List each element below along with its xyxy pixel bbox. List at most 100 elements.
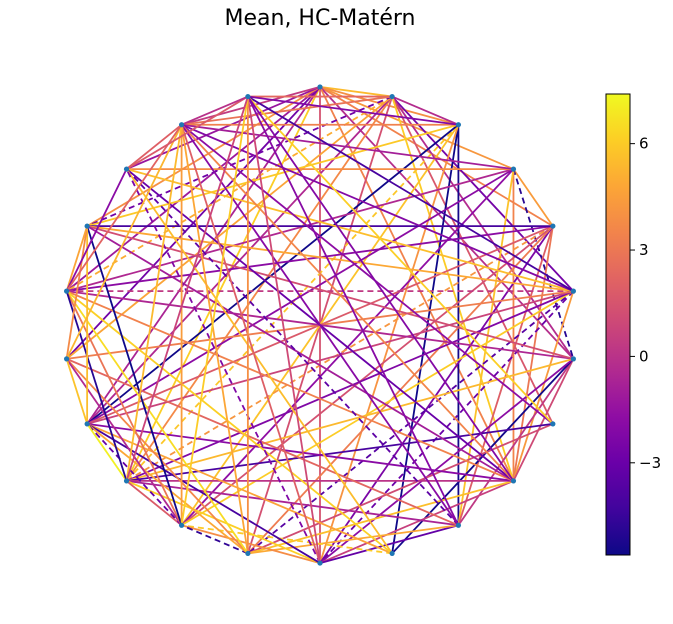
graph-edge <box>86 423 249 555</box>
graph-edge <box>512 168 575 360</box>
graph-edge <box>65 358 183 526</box>
graph-edge <box>319 480 514 564</box>
graph-edge <box>125 168 393 554</box>
colorbar-ticks: 6 3 0 −3 <box>630 135 661 472</box>
graph-node <box>550 223 556 229</box>
graph-node <box>84 223 90 229</box>
graph-edge <box>319 86 393 98</box>
colorbar-gradient <box>605 93 631 556</box>
graph-edge <box>66 86 321 292</box>
graph-edge <box>86 423 321 564</box>
graph-edge <box>86 123 459 227</box>
graph-edge <box>65 168 128 292</box>
graph-edge <box>87 423 514 482</box>
graph-edge <box>125 480 183 526</box>
graph-edge <box>125 124 183 170</box>
graph-edge <box>125 124 183 482</box>
colorbar-tick-label: 0 <box>639 347 649 365</box>
graph-edge <box>86 225 514 482</box>
graph-edge <box>86 225 183 526</box>
graph-node <box>64 288 70 294</box>
graph-edge <box>247 95 574 292</box>
graph-node <box>510 166 517 172</box>
graph-node <box>570 288 576 294</box>
graph-edge <box>180 124 249 554</box>
graph-edge <box>65 225 88 292</box>
graph-node <box>550 421 556 427</box>
graph-edge <box>86 423 183 526</box>
graph-edge <box>180 124 460 526</box>
graph-edge <box>181 225 554 526</box>
graph-edge <box>86 124 459 425</box>
graph-edge <box>391 95 459 126</box>
graph-edge <box>66 95 393 360</box>
graph-edge <box>125 168 460 526</box>
graph-edge <box>319 124 460 564</box>
graph-edge <box>512 168 554 227</box>
graph-edge <box>65 124 183 292</box>
graph-node <box>64 356 70 362</box>
graph-edge <box>247 480 514 555</box>
colorbar: 6 3 0 −3 <box>605 93 661 556</box>
graph-node <box>123 478 130 484</box>
graph-edge <box>181 524 321 564</box>
graph-edge <box>65 124 183 360</box>
graph-edge <box>319 524 459 564</box>
graph-node <box>455 522 462 528</box>
colorbar-tick-label: −3 <box>639 454 661 472</box>
colorbar-tick-label: 6 <box>639 135 649 153</box>
graph-edge <box>87 225 574 293</box>
graph-edge <box>125 86 321 482</box>
graph-edge <box>512 290 575 482</box>
graph-edge <box>66 168 514 292</box>
graph-edge <box>126 358 574 482</box>
graph-edge <box>126 290 574 482</box>
graph-edge <box>65 290 128 482</box>
graph-edges <box>65 86 575 564</box>
graph-edge <box>180 124 515 482</box>
graph-edge <box>66 290 514 482</box>
graph-edge <box>86 423 128 482</box>
graph-edge <box>125 168 321 564</box>
graph-node <box>317 84 323 90</box>
plot-title: Mean, HC-Matérn <box>224 6 416 31</box>
graph-node <box>245 550 251 557</box>
graph-edge <box>319 86 514 170</box>
graph-edge <box>247 96 460 526</box>
graph-edge <box>247 96 515 482</box>
graph-edge <box>391 96 575 360</box>
graph-node <box>84 421 90 427</box>
graph-edge <box>180 124 321 564</box>
graph-edge <box>66 225 553 293</box>
graph-edge <box>181 86 321 126</box>
graph-node <box>510 478 517 484</box>
graph-edge <box>126 480 321 564</box>
graph-edge <box>247 95 459 126</box>
graph-edge <box>247 423 554 555</box>
graph-edge <box>125 96 249 482</box>
graph-nodes <box>64 84 576 566</box>
graph-edge <box>457 358 575 526</box>
graph-edge <box>181 95 249 126</box>
graph-node <box>123 166 130 172</box>
graph-node <box>317 560 323 566</box>
graph-edge <box>247 95 554 425</box>
graph-edge <box>126 95 249 170</box>
graph-edge <box>180 96 249 526</box>
graph-edge <box>126 86 321 170</box>
graph-edge <box>181 95 393 126</box>
graph-edge <box>181 524 393 555</box>
graph-edge <box>512 358 575 482</box>
graph-edge <box>65 358 249 555</box>
graph-edge <box>181 123 574 292</box>
graph-edge <box>319 86 575 360</box>
graph-node <box>178 122 185 128</box>
graph-node <box>245 93 251 100</box>
graph-node <box>389 93 395 100</box>
graph-edge <box>247 524 459 555</box>
graph-edge <box>65 290 249 554</box>
graph-edge <box>86 95 393 227</box>
graph-edge <box>65 358 88 425</box>
graph-edge <box>246 96 321 564</box>
